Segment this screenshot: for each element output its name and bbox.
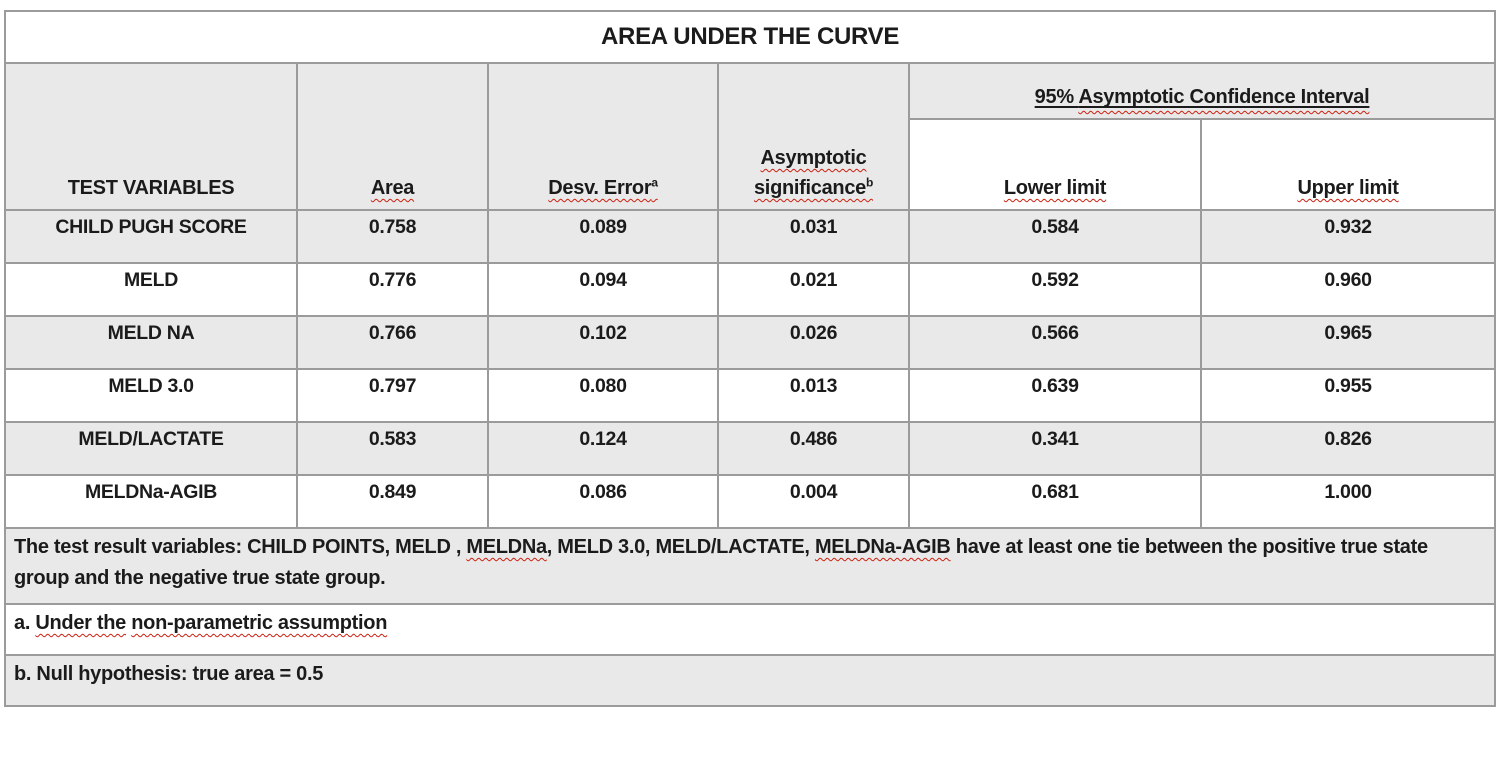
footnote-b: b. Null hypothesis: true area = 0.5	[3, 654, 1497, 707]
table-row-meld-3-0: MELD 3.0 0.797 0.080 0.013 0.639 0.955	[4, 368, 1497, 423]
cell-lower-limit: 0.592	[908, 262, 1202, 317]
table-title: AREA UNDER THE CURVE	[3, 10, 1497, 64]
cell-upper-limit: 0.965	[1199, 315, 1497, 370]
cell-variable: MELDNa-AGIB	[4, 474, 298, 529]
tie-note-part: The test result variables: CHILD POINTS,…	[14, 536, 467, 558]
cell-variable: MELD NA	[4, 315, 298, 370]
auc-table: AREA UNDER THE CURVE TEST VARIABLES Area…	[3, 10, 1497, 707]
cell-variable: CHILD PUGH SCORE	[4, 209, 298, 264]
tie-note-part: have at least one tie between the positi…	[14, 536, 1428, 589]
table-row-meld-na: MELD NA 0.766 0.102 0.026 0.566 0.965	[4, 315, 1497, 370]
cell-area: 0.797	[296, 368, 489, 423]
cell-upper-limit: 1.000	[1199, 474, 1497, 529]
cell-upper-limit: 0.826	[1199, 421, 1497, 476]
tie-note: The test result variables: CHILD POINTS,…	[3, 527, 1497, 605]
cell-lower-limit: 0.566	[908, 315, 1202, 370]
table-row-child-pugh-score: CHILD PUGH SCORE 0.758 0.089 0.031 0.584…	[4, 209, 1497, 264]
table-row-meldna-agib: MELDNa-AGIB 0.849 0.086 0.004 0.681 1.00…	[4, 474, 1497, 529]
tie-note-part: , MELD 3.0, MELD/LACTATE,	[546, 536, 815, 558]
ci-prefix: 95%	[1034, 86, 1079, 108]
cell-desv-error: 0.086	[487, 474, 719, 529]
cell-significance: 0.004	[717, 474, 910, 529]
ci-group-label: 95% Asymptotic Confidence Interval	[1035, 86, 1370, 108]
tie-note-part-squiggled: MELDNa	[466, 536, 547, 558]
cell-upper-limit: 0.960	[1199, 262, 1497, 317]
cell-lower-limit: 0.681	[908, 474, 1202, 529]
footnote-a-part-squiggled: Under the	[35, 612, 126, 634]
cell-significance: 0.031	[717, 209, 910, 264]
cell-lower-limit: 0.584	[908, 209, 1202, 264]
footnote-a-part: a.	[14, 612, 36, 634]
footnote-a-row: a. Under the non-parametric assumption	[3, 603, 1497, 656]
cell-area: 0.776	[296, 262, 489, 317]
tie-note-part-squiggled: MELDNa-AGIB	[814, 536, 951, 558]
table-row-meld: MELD 0.776 0.094 0.021 0.592 0.960	[4, 262, 1497, 317]
cell-upper-limit: 0.932	[1199, 209, 1497, 264]
lower-limit-label: Lower limit	[1003, 177, 1107, 199]
cell-lower-limit: 0.639	[908, 368, 1202, 423]
footnote-marker-a: a	[651, 175, 658, 190]
footnote-marker-b: b	[865, 175, 874, 190]
cell-variable: MELD 3.0	[4, 368, 298, 423]
cell-desv-error: 0.089	[487, 209, 719, 264]
cell-significance: 0.486	[717, 421, 910, 476]
col-header-test-variables: TEST VARIABLES	[4, 62, 298, 211]
tie-note-row: The test result variables: CHILD POINTS,…	[3, 527, 1497, 605]
col-header-upper-limit: Upper limit	[1199, 118, 1497, 211]
cell-desv-error: 0.124	[487, 421, 719, 476]
cell-variable: MELD/LACTATE	[4, 421, 298, 476]
cell-significance: 0.013	[717, 368, 910, 423]
cell-significance: 0.026	[717, 315, 910, 370]
desv-error-label: Desv. Errora	[548, 175, 658, 199]
header-row-top: TEST VARIABLES Area Desv. Errora Asympto…	[4, 62, 1497, 211]
desv-error-text: Desv. Error	[548, 177, 652, 199]
area-label: Area	[370, 177, 415, 199]
cell-desv-error: 0.102	[487, 315, 719, 370]
asymptotic-label-line2: significanceb	[753, 175, 874, 199]
table-row-meld-lactate: MELD/LACTATE 0.583 0.124 0.486 0.341 0.8…	[4, 421, 1497, 476]
cell-desv-error: 0.094	[487, 262, 719, 317]
col-header-asymptotic-significance: Asymptotic significanceb	[717, 62, 910, 211]
footnote-a: a. Under the non-parametric assumption	[3, 603, 1497, 656]
footnote-b-row: b. Null hypothesis: true area = 0.5	[3, 654, 1497, 707]
cell-desv-error: 0.080	[487, 368, 719, 423]
cell-area: 0.849	[296, 474, 489, 529]
col-header-area: Area	[296, 62, 489, 211]
title-row: AREA UNDER THE CURVE	[3, 10, 1497, 64]
ci-main-text: Asymptotic Confidence Interval	[1078, 86, 1370, 108]
col-header-lower-limit: Lower limit	[908, 118, 1202, 211]
upper-limit-label: Upper limit	[1297, 177, 1399, 199]
test-variables-label: TEST VARIABLES	[67, 177, 235, 199]
ci-group-header: 95% Asymptotic Confidence Interval	[907, 62, 1497, 120]
header-row-bottom: Lower limit Upper limit	[5, 118, 1497, 211]
cell-lower-limit: 0.341	[908, 421, 1202, 476]
cell-area: 0.766	[296, 315, 489, 370]
col-header-desv-error: Desv. Errora	[487, 62, 719, 211]
asymptotic-label-line1: Asymptotic	[760, 147, 867, 169]
footnote-a-part-squiggled: non-parametric assumption	[131, 612, 388, 634]
significance-text: significance	[753, 177, 866, 199]
cell-area: 0.758	[296, 209, 489, 264]
cell-variable: MELD	[4, 262, 298, 317]
cell-upper-limit: 0.955	[1199, 368, 1497, 423]
cell-area: 0.583	[296, 421, 489, 476]
cell-significance: 0.021	[717, 262, 910, 317]
